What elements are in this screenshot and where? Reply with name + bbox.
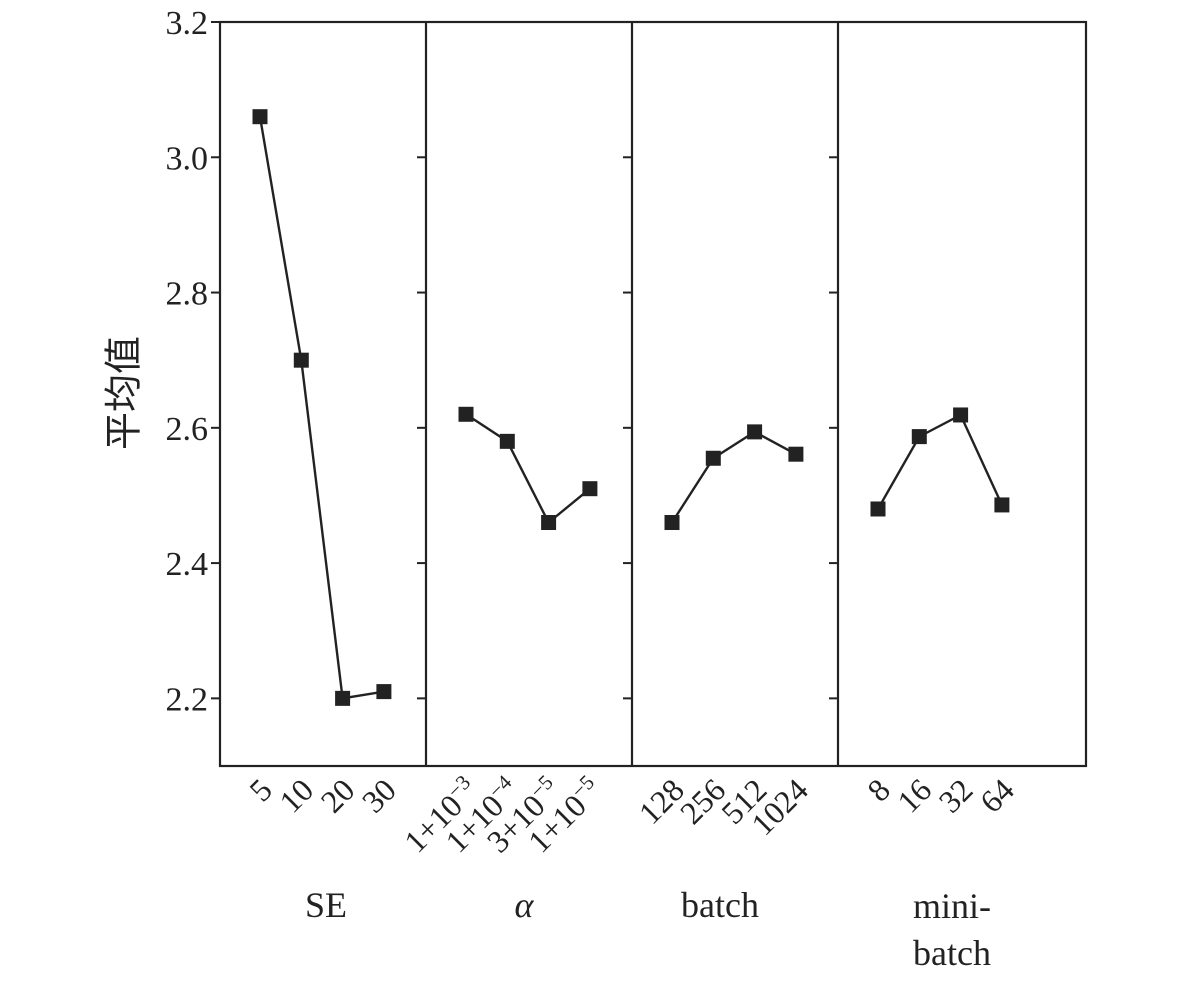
panel-label: batch xyxy=(913,933,991,973)
x-tick-label: 64 xyxy=(973,771,1021,819)
y-tick-label: 3.2 xyxy=(166,5,209,42)
data-point xyxy=(664,515,680,531)
data-point xyxy=(458,406,474,422)
data-point xyxy=(705,450,721,466)
y-tick-label: 2.2 xyxy=(166,681,209,718)
x-tick-label: 32 xyxy=(931,771,979,819)
data-point xyxy=(788,446,804,462)
x-tick-label: 16 xyxy=(890,771,938,819)
y-axis-label: 平均值 xyxy=(104,336,146,450)
data-point xyxy=(870,501,886,517)
x-tick-label: 8 xyxy=(860,771,897,808)
series-line xyxy=(876,413,1003,510)
plot-frame xyxy=(218,20,1088,768)
series-line xyxy=(258,116,385,700)
y-tick-label: 2.8 xyxy=(166,276,209,313)
data-point xyxy=(376,684,392,700)
series-line xyxy=(670,430,797,524)
panel-label: mini- xyxy=(913,886,991,926)
panel-2: 1+10−31+10−43+10−51+10−5α xyxy=(397,406,599,925)
panel-label: batch xyxy=(681,885,759,925)
x-tick-label: 10 xyxy=(272,771,320,819)
data-point xyxy=(499,433,515,449)
data-point xyxy=(293,352,309,368)
data-point xyxy=(335,690,351,706)
data-point xyxy=(252,109,268,125)
data-point xyxy=(911,429,927,445)
data-point xyxy=(582,481,598,497)
panel-label: SE xyxy=(305,885,347,925)
data-point xyxy=(994,497,1010,513)
x-tick-label: 5 xyxy=(242,771,279,808)
panel-label: α xyxy=(515,885,535,925)
x-tick-label: 20 xyxy=(313,771,361,819)
data-point xyxy=(541,515,557,531)
series-line xyxy=(465,413,591,525)
data-point xyxy=(953,407,969,423)
y-tick-label: 2.6 xyxy=(166,411,209,448)
data-point xyxy=(747,424,763,440)
x-tick-label: 30 xyxy=(355,771,403,819)
y-tick-label: 3.0 xyxy=(166,140,209,177)
y-tick-label: 2.4 xyxy=(166,546,209,583)
